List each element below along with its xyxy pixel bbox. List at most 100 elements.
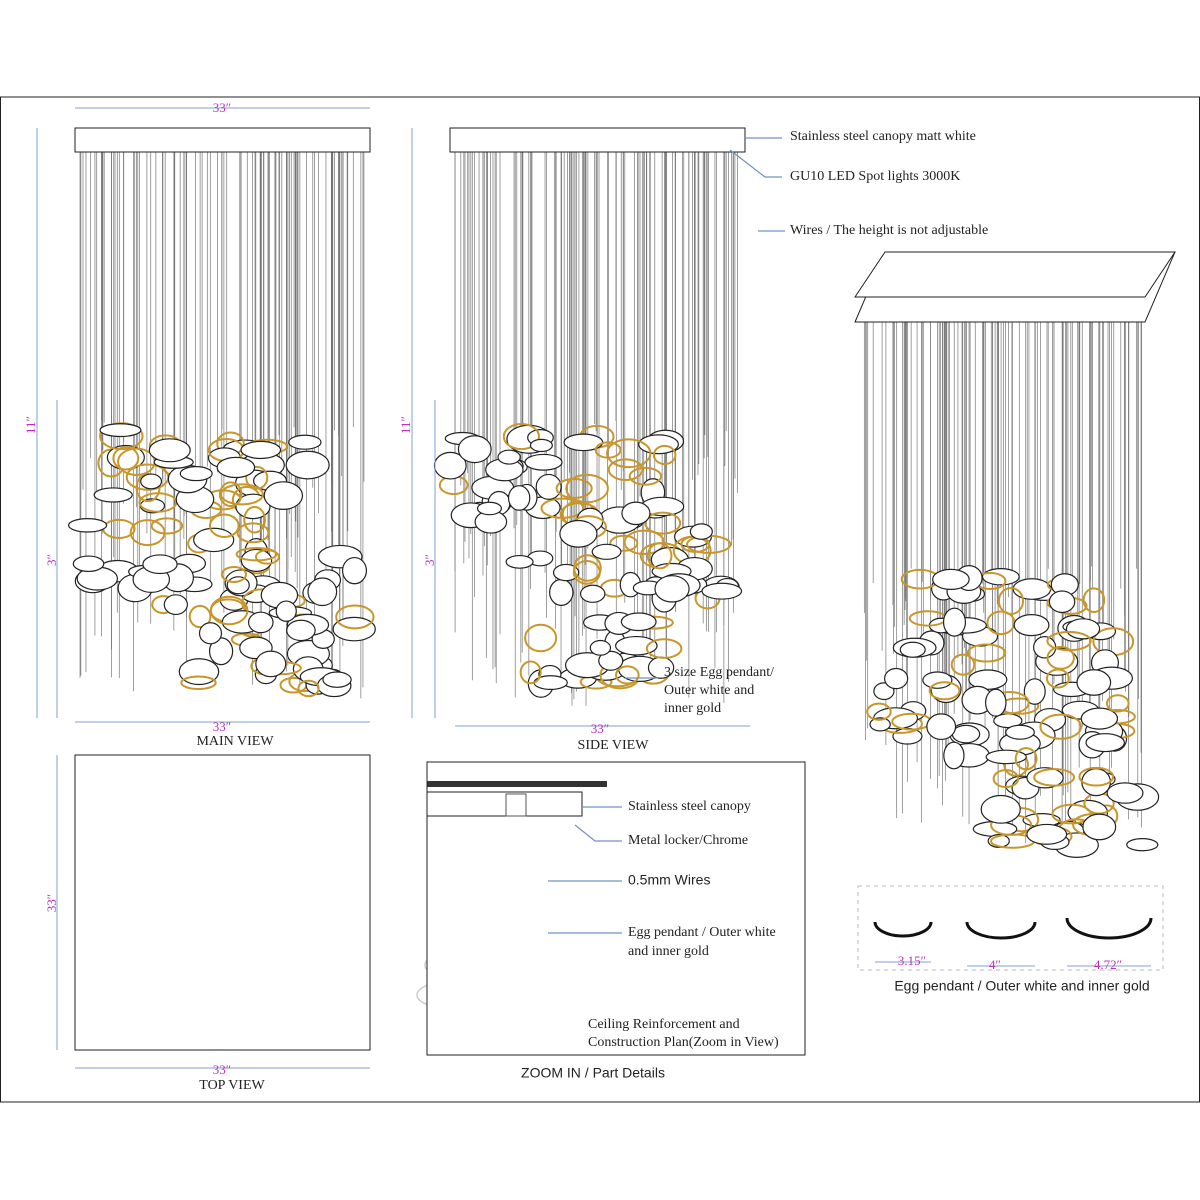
egg-pendant [457,435,492,464]
egg-pendant [926,713,957,741]
egg-pendant [519,660,542,685]
egg-pendant [620,612,657,632]
egg-pendant [140,473,163,490]
egg-pendant [628,466,663,486]
egg-pendant [950,653,976,676]
egg-pendant [99,423,142,438]
ceiling-plate [427,781,607,787]
view-label: TOP VIEW [199,1078,265,1093]
egg-pendant [981,568,1020,586]
egg-pendant [247,611,274,634]
egg-pendant [263,481,304,510]
egg-pendant [208,637,234,666]
canopy [74,127,371,153]
egg-pendant [497,449,521,465]
egg-pendant [966,643,1007,663]
callout: 0.5mm Wires [628,872,710,888]
egg-pendant [178,658,220,686]
egg-pendant [1085,733,1125,753]
egg-pendant [654,575,690,603]
egg-pendant [1012,578,1052,600]
egg-pendant [285,450,330,480]
egg-pendant [1051,803,1092,825]
egg-pendant [188,604,212,629]
egg-pendant [572,560,601,585]
egg-pendant [505,554,534,569]
egg-pendant [899,641,926,658]
egg-pendant [1026,823,1068,845]
egg-pendant [102,518,136,539]
egg-medium [965,921,1037,940]
egg-pendant [216,456,256,479]
egg-pendant [1065,618,1101,640]
egg-pendant [524,453,563,471]
egg-pendant [943,741,965,770]
dimension-label: 3.15″ [898,953,926,968]
callout-line [729,149,782,178]
egg-pendant [236,522,270,544]
egg-large [1065,917,1153,940]
egg-pendant [951,724,981,744]
egg-pendant [869,717,891,732]
egg-pendant [297,679,320,698]
egg-pendant [535,473,562,500]
egg-pendant [245,465,269,490]
egg-pendant [524,623,558,653]
egg-pendant [433,451,467,480]
callout: 3 size Egg pendant/ [664,665,774,680]
egg-pendant [1126,838,1159,852]
dimension-label: 11″ [398,416,413,434]
egg-pendant [1106,782,1144,804]
view-label: MAIN VIEW [196,734,274,749]
egg-pendant [701,582,743,600]
egg-pendant [1048,590,1076,614]
egg-pendant [942,607,967,637]
egg-pendant [1023,678,1046,705]
canopy-top [854,251,1176,298]
egg-pendant [884,667,909,690]
egg-small [873,921,933,938]
egg-pendant [555,478,593,499]
egg-pendant [992,769,1020,789]
egg-pendant [984,688,1007,717]
egg-pendant [652,444,677,466]
egg-pendant [507,485,531,511]
egg-pendant [142,554,178,575]
callout: Stainless steel canopy matt white [790,129,976,144]
egg-pendant [209,595,249,626]
egg-pendant [606,438,652,469]
egg-pendant [1014,747,1038,771]
egg-pendant [922,671,953,689]
egg-pendant [93,487,133,503]
egg-pendant [219,483,264,506]
callout: Egg pendant / Outer white [628,925,776,940]
dimension-label: 4.72″ [1094,957,1122,972]
egg-pendant [1045,668,1070,689]
egg-pendant [208,513,240,538]
egg-pendant [335,604,375,630]
egg-pendant [1039,713,1083,740]
egg-pendant [621,501,651,526]
egg-pendant [307,577,338,607]
egg-pendant [609,534,639,552]
callout: Stainless steel canopy [628,799,751,814]
dimension-label: 33″ [213,100,231,115]
egg-pendant [1081,768,1112,797]
egg-pendant [559,519,598,548]
dimension-label: 3″ [44,554,59,566]
caption: ZOOM IN / Part Details [521,1065,665,1081]
egg-pendant [240,440,282,460]
egg-pendant [644,511,682,535]
egg-pendant [243,506,266,534]
egg-pendant [1078,766,1115,787]
egg-pendant [193,527,235,553]
egg-pendant [476,501,502,516]
dimension-label: 3″ [422,554,437,566]
egg-pendant [591,543,622,560]
egg-size-frame [857,885,1164,971]
egg-pendant [689,523,713,540]
egg-pendant [1033,768,1076,787]
egg-pendant [985,749,1027,765]
canopy [449,127,746,153]
egg-pendant [180,675,217,690]
